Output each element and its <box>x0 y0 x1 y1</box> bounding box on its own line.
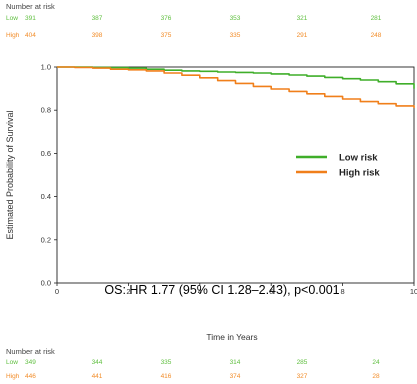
risk-group-label: Low <box>6 15 18 22</box>
y-tick-label: 0.8 <box>41 106 51 115</box>
risk-row-high: High 446 441 416 374 327 28 <box>0 373 417 383</box>
x-tick-label: 8 <box>341 287 345 296</box>
survival-curves <box>57 66 415 108</box>
y-axis-label: Estimated Probability of Survival <box>5 110 15 239</box>
y-tick-label: 1.0 <box>41 63 51 72</box>
risk-count: 404 <box>25 32 36 39</box>
plot-frame <box>56 66 415 284</box>
risk-count: 248 <box>370 32 382 39</box>
risk-count: 281 <box>370 15 382 22</box>
x-tick-label: 4 <box>198 287 202 296</box>
risk-count: 335 <box>229 32 241 39</box>
x-tick-label: 10 <box>410 287 417 296</box>
x-tick-label: 2 <box>126 287 130 296</box>
risk-group-label: High <box>6 32 20 39</box>
y-tick-label: 0.4 <box>41 192 51 201</box>
y-tick-label: 0.2 <box>41 235 51 244</box>
bottom-risk-table: Number at risk Low 349 344 335 314 285 24 High… <box>0 346 417 384</box>
risk-count: 446 <box>25 373 36 380</box>
curve-high-risk <box>57 66 415 108</box>
x-tick-label: 6 <box>269 287 273 296</box>
risk-count: 441 <box>91 373 103 380</box>
hazard-ratio-annotation: OS: HR 1.77 (95% CI 1.28–2.43), p<0.001 <box>104 283 339 297</box>
y-tick-label: 0.6 <box>41 149 51 158</box>
legend-label-high-risk: High risk <box>339 168 380 179</box>
risk-count: 321 <box>296 15 308 22</box>
risk-count: 349 <box>25 359 36 366</box>
risk-table-title: Number at risk <box>6 2 55 11</box>
risk-count: 335 <box>160 359 172 366</box>
risk-count: 387 <box>91 15 103 22</box>
risk-count: 374 <box>229 373 241 380</box>
risk-count: 28 <box>372 373 380 380</box>
chart-legend: Low risk High risk <box>296 153 380 179</box>
risk-count: 398 <box>91 32 103 39</box>
risk-count: 344 <box>91 359 103 366</box>
top-risk-table: Number at risk Low 391 387 376 353 321 281 Hig… <box>0 0 417 48</box>
risk-count: 24 <box>372 359 380 366</box>
risk-group-label: Low <box>6 359 18 366</box>
risk-count: 285 <box>296 359 308 366</box>
chart-axes: 0 2 4 6 8 10 0.0 0.2 0.4 0.6 0.8 1.0 <box>41 63 417 297</box>
x-tick-label: 0 <box>55 287 59 296</box>
risk-table-title: Number at risk <box>6 347 55 356</box>
risk-count: 375 <box>160 32 172 39</box>
legend-label-low-risk: Low risk <box>339 153 378 164</box>
curve-low-risk <box>57 66 415 89</box>
risk-count: 327 <box>296 373 308 380</box>
risk-row-low: Low 349 344 335 314 285 24 <box>0 359 417 369</box>
risk-group-label: High <box>6 373 20 380</box>
risk-count: 291 <box>296 32 308 39</box>
risk-count: 353 <box>229 15 241 22</box>
risk-count: 391 <box>25 15 36 22</box>
risk-count: 416 <box>160 373 172 380</box>
risk-row-low: Low 391 387 376 353 321 281 <box>0 15 417 25</box>
risk-row-high: High 404 398 375 335 291 248 <box>0 32 417 42</box>
risk-count: 376 <box>160 15 172 22</box>
x-axis-label: Time in Years <box>206 332 257 342</box>
risk-count: 314 <box>229 359 241 366</box>
y-tick-label: 0.0 <box>41 279 51 288</box>
